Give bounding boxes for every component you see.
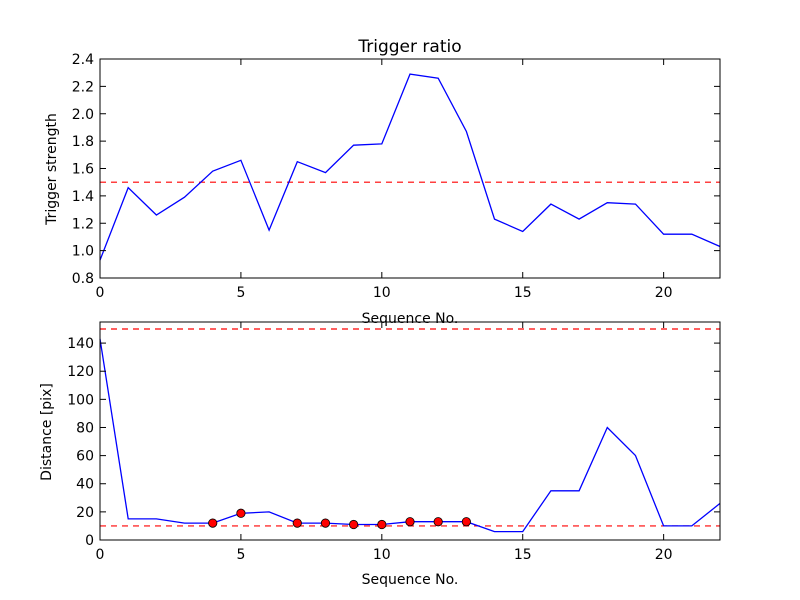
y-tick-label: 100 <box>67 392 94 408</box>
trigger-ratio-chart: Trigger ratio Sequence No. Trigger stren… <box>44 37 721 327</box>
x-tick-label: 20 <box>655 285 673 301</box>
y-tick-label: 0.8 <box>72 271 94 287</box>
marker-point <box>320 518 331 528</box>
x-axis-label: Sequence No. <box>362 311 459 327</box>
marker-point <box>292 518 302 528</box>
y-tick-label: 2.4 <box>72 52 94 68</box>
marker-point <box>461 517 471 527</box>
y-axis-label: Distance [pix] <box>39 383 55 481</box>
y-tick-label: 60 <box>76 449 94 465</box>
plot-frame <box>99 58 721 279</box>
y-tick-label: 2.0 <box>72 107 94 123</box>
y-tick-label: 120 <box>67 364 94 380</box>
marker-point <box>405 517 415 527</box>
marker-point <box>208 518 218 528</box>
y-tick-label: 2.2 <box>72 79 94 95</box>
y-tick-label: 0 <box>85 533 94 549</box>
x-tick-label: 15 <box>514 547 532 563</box>
y-tick-label: 40 <box>76 477 94 493</box>
y-tick-label: 140 <box>67 336 94 352</box>
chart-title: Trigger ratio <box>357 37 461 57</box>
x-tick-label: 10 <box>373 285 391 301</box>
series-line-0 <box>99 73 721 261</box>
y-tick-label: 1.6 <box>72 162 94 178</box>
y-tick-label: 1.2 <box>72 216 94 232</box>
marker-point <box>377 519 387 530</box>
axis-ticks: 0 5 10 15 20 0 20 40 60 80 100 120 140 <box>67 322 720 563</box>
x-tick-label: 20 <box>655 547 673 563</box>
marker-point <box>433 517 443 527</box>
x-axis-label: Sequence No. <box>362 572 459 588</box>
marker-point <box>349 519 359 530</box>
x-tick-label: 5 <box>236 285 245 301</box>
x-tick-label: 0 <box>96 285 105 301</box>
y-axis-label: Trigger strength <box>44 113 60 226</box>
y-tick-label: 1.8 <box>72 134 94 150</box>
data-series <box>99 73 721 261</box>
plot-frame <box>99 321 721 541</box>
data-markers <box>208 508 471 530</box>
x-tick-label: 15 <box>514 285 532 301</box>
y-tick-label: 1.0 <box>72 244 94 260</box>
x-tick-label: 5 <box>236 547 245 563</box>
y-tick-label: 1.4 <box>72 189 94 205</box>
y-tick-label: 20 <box>76 505 94 521</box>
x-tick-label: 10 <box>373 547 391 563</box>
x-tick-label: 0 <box>96 547 105 563</box>
marker-point <box>236 508 246 518</box>
y-tick-label: 80 <box>76 420 94 436</box>
distance-chart: Sequence No. Distance [pix] 0 5 10 15 20 0 20 4… <box>39 321 721 588</box>
